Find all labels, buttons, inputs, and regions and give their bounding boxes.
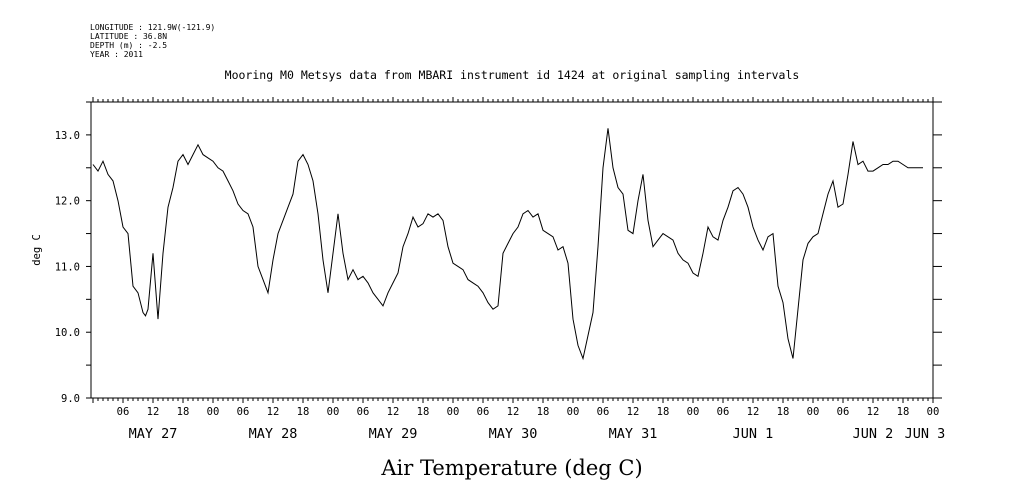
x-day-label: MAY 31 xyxy=(609,426,658,442)
x-day-label: MAY 28 xyxy=(249,426,298,442)
y-tick-label: 10.0 xyxy=(55,327,80,339)
x-day-label: MAY 29 xyxy=(369,426,418,442)
x-hour-tick-label: 06 xyxy=(357,406,370,418)
x-day-label: JUN 3 xyxy=(905,426,946,442)
x-hour-tick-label: 12 xyxy=(267,406,280,418)
x-hour-tick-label: 18 xyxy=(417,406,430,418)
x-hour-tick-label: 00 xyxy=(207,406,220,418)
x-hour-tick-label: 06 xyxy=(717,406,730,418)
plot-frame xyxy=(90,101,934,399)
x-hour-tick-label: 18 xyxy=(297,406,310,418)
x-hour-tick-label: 12 xyxy=(507,406,520,418)
axis-labels: 06 12 18 00 06 12 18 00 06 12 18 00 06 12 18 00 06 12 18 00… xyxy=(55,130,946,442)
x-hour-tick-label: 00 xyxy=(927,406,940,418)
x-hour-tick-label: 18 xyxy=(537,406,550,418)
x-hour-tick-label: 18 xyxy=(777,406,790,418)
x-hour-tick-label: 12 xyxy=(627,406,640,418)
x-day-label: JUN 1 xyxy=(733,426,774,442)
y-tick-label: 9.0 xyxy=(61,393,80,405)
series-line xyxy=(92,128,923,361)
y-tick-label: 12.0 xyxy=(55,196,80,208)
y-tick-label: 11.0 xyxy=(55,261,80,273)
x-hour-tick-label: 18 xyxy=(177,406,190,418)
x-axis-title: Air Temperature (deg C) xyxy=(380,456,642,480)
x-day-label: MAY 27 xyxy=(129,426,178,442)
x-hour-tick-label: 06 xyxy=(477,406,490,418)
x-hour-tick-label: 12 xyxy=(867,406,880,418)
meta-longitude: LONGITUDE : 121.9W(-121.9) xyxy=(90,23,215,32)
x-hour-tick-label: 06 xyxy=(117,406,130,418)
x-hour-tick-label: 00 xyxy=(567,406,580,418)
x-hour-tick-label: 12 xyxy=(747,406,760,418)
x-day-label: MAY 30 xyxy=(489,426,538,442)
x-hour-tick-label: 00 xyxy=(327,406,340,418)
x-hour-tick-label: 00 xyxy=(687,406,700,418)
meta-latitude: LATITUDE : 36.8N xyxy=(90,32,167,41)
x-hour-tick-label: 18 xyxy=(657,406,670,418)
x-hour-tick-label: 06 xyxy=(837,406,850,418)
x-hour-tick-label: 12 xyxy=(387,406,400,418)
x-hour-tick-label: 12 xyxy=(147,406,160,418)
meta-depth: DEPTH (m) : -2.5 xyxy=(90,41,167,50)
x-hour-tick-label: 06 xyxy=(597,406,610,418)
y-axis-label: deg C xyxy=(31,234,43,266)
x-hour-tick-label: 00 xyxy=(807,406,820,418)
meta-year: YEAR : 2011 xyxy=(90,50,143,59)
y-tick-label: 13.0 xyxy=(55,130,80,142)
x-hour-tick-label: 18 xyxy=(897,406,910,418)
x-hour-tick-label: 06 xyxy=(237,406,250,418)
x-hour-tick-label: 00 xyxy=(447,406,460,418)
x-day-label: JUN 2 xyxy=(853,426,894,442)
axis-ticks xyxy=(86,97,942,403)
chart-title: Mooring M0 Metsys data from MBARI instru… xyxy=(225,68,800,82)
